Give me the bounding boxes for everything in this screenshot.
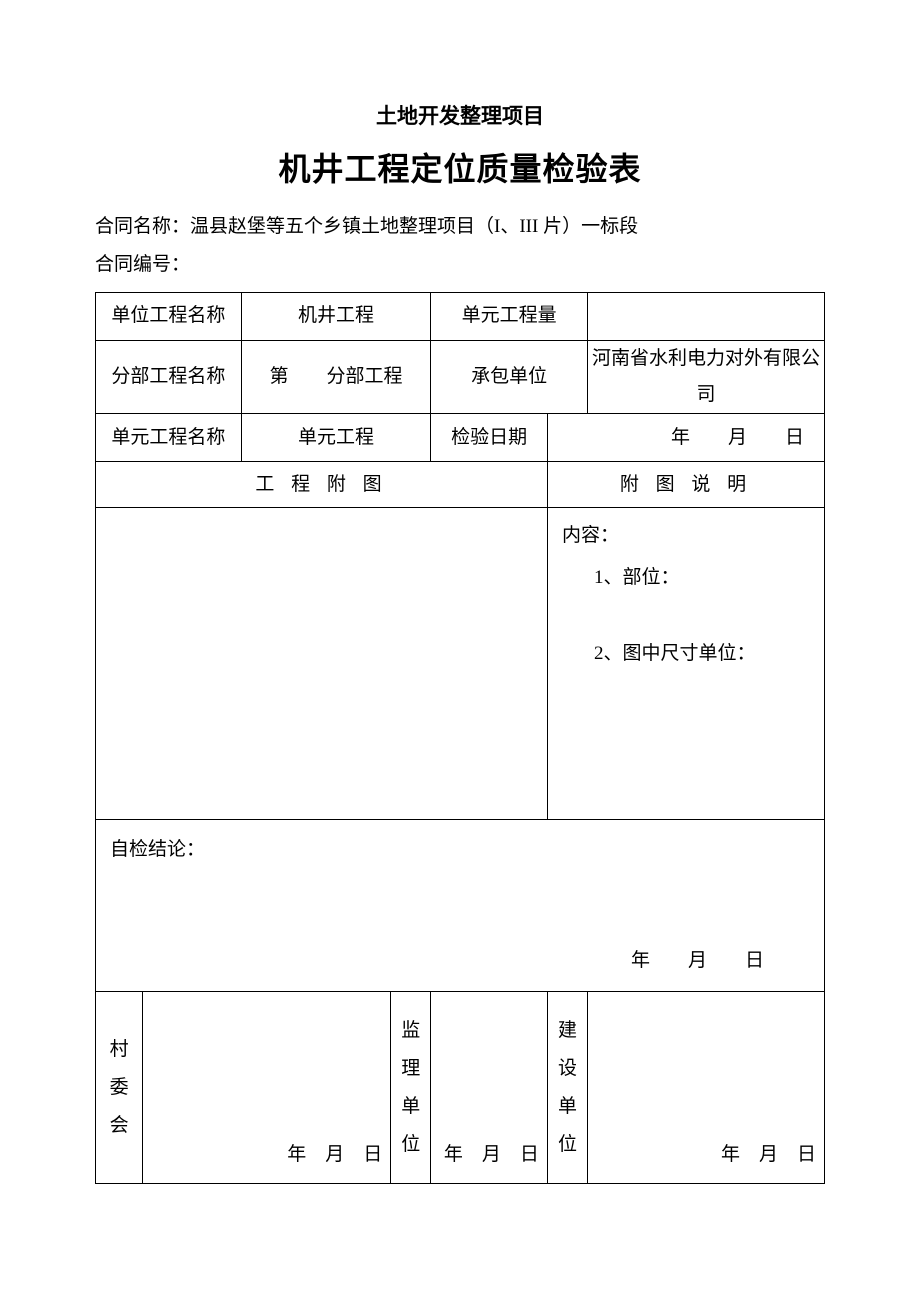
supervision-unit-label: 监理单位 xyxy=(391,1012,430,1164)
table-row: 单元工程名称 单元工程 检验日期 年 月 日 xyxy=(96,414,825,462)
division-project-name-value: 第 分部工程 xyxy=(241,341,431,414)
contract-name-value: 温县赵堡等五个乡镇土地整理项目（I、III 片）一标段 xyxy=(190,208,638,246)
document-title: 机井工程定位质量检验表 xyxy=(95,144,825,190)
village-committee-label: 村委会 xyxy=(96,1031,142,1145)
construction-unit-sig-cell: 年 月 日 xyxy=(588,992,825,1184)
table-row: 分部工程名称 第 分部工程 承包单位 河南省水利电力对外有限公司 xyxy=(96,341,825,414)
contractor-label: 承包单位 xyxy=(431,341,588,414)
drawing-row: 内容： 1、部位： 2、图中尺寸单位： xyxy=(96,508,825,820)
supervision-unit-label-cell: 监理单位 xyxy=(391,992,431,1184)
drawing-header: 工 程 附 图 xyxy=(96,462,548,508)
element-project-name-value: 单元工程 xyxy=(241,414,431,462)
drawing-area xyxy=(96,508,548,820)
signature-row: 村委会 年 月 日 监理单位 年 月 日 建设单位 年 月 日 xyxy=(96,992,825,1184)
unit-project-qty-value xyxy=(588,293,825,341)
unit-project-name-value: 机井工程 xyxy=(241,293,431,341)
conclusion-label: 自检结论： xyxy=(110,839,205,860)
notes-title: 内容： xyxy=(562,518,810,554)
supervision-unit-sig-cell: 年 月 日 xyxy=(431,992,548,1184)
notes-item-1: 1、部位： xyxy=(562,560,810,596)
conclusion-row: 自检结论： 年 月 日 xyxy=(96,820,825,992)
meta-block: 合同名称： 温县赵堡等五个乡镇土地整理项目（I、III 片）一标段 合同编号： xyxy=(95,208,825,284)
construction-unit-date: 年 月 日 xyxy=(596,1137,816,1173)
drawing-notes-area: 内容： 1、部位： 2、图中尺寸单位： xyxy=(547,508,824,820)
unit-project-qty-label: 单元工程量 xyxy=(431,293,588,341)
construction-unit-label-cell: 建设单位 xyxy=(547,992,587,1184)
contract-no-label: 合同编号： xyxy=(95,246,190,284)
inspection-table: 单位工程名称 机井工程 单元工程量 分部工程名称 第 分部工程 承包单位 河南省… xyxy=(95,292,825,1184)
conclusion-date: 年 月 日 xyxy=(631,943,764,979)
village-committee-sig-cell: 年 月 日 xyxy=(143,992,391,1184)
contract-name-label: 合同名称： xyxy=(95,208,190,246)
supervision-unit-date: 年 月 日 xyxy=(439,1137,539,1173)
inspection-date-label: 检验日期 xyxy=(431,414,548,462)
inspection-date-value: 年 月 日 xyxy=(547,414,824,462)
table-header-row: 工 程 附 图 附 图 说 明 xyxy=(96,462,825,508)
table-row: 单位工程名称 机井工程 单元工程量 xyxy=(96,293,825,341)
village-committee-label-cell: 村委会 xyxy=(96,992,143,1184)
element-project-name-label: 单元工程名称 xyxy=(96,414,242,462)
notes-item-2: 2、图中尺寸单位： xyxy=(562,636,810,672)
document-subtitle: 土地开发整理项目 xyxy=(95,100,825,130)
contractor-value: 河南省水利电力对外有限公司 xyxy=(588,341,825,414)
unit-project-name-label: 单位工程名称 xyxy=(96,293,242,341)
village-committee-date: 年 月 日 xyxy=(151,1137,382,1173)
construction-unit-label: 建设单位 xyxy=(548,1012,587,1164)
division-project-name-label: 分部工程名称 xyxy=(96,341,242,414)
drawing-notes-header: 附 图 说 明 xyxy=(547,462,824,508)
conclusion-cell: 自检结论： 年 月 日 xyxy=(96,820,825,992)
